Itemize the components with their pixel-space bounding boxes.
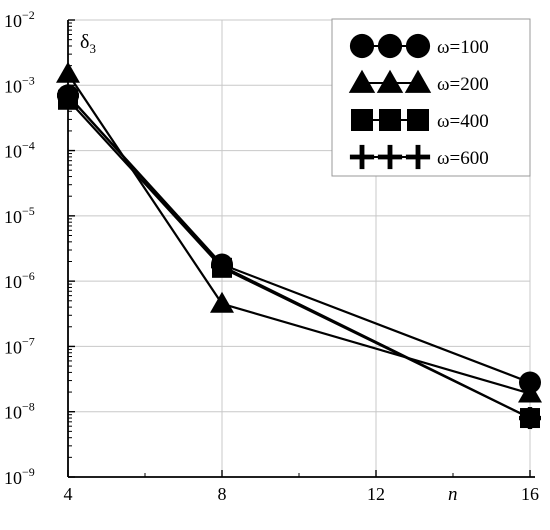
y-tick-label: 10−4	[4, 139, 35, 162]
y-tick-label: 10−3	[4, 73, 35, 96]
legend-label: ω=100	[437, 37, 489, 58]
y-tick-exponent: −2	[22, 8, 35, 22]
y-tick-base: 10	[4, 272, 22, 292]
data-point-plus	[57, 84, 79, 107]
data-point-triangle	[210, 291, 234, 313]
legend-marker-plus	[405, 144, 431, 170]
y-tick-exponent: −5	[22, 204, 35, 218]
legend-marker-square	[379, 109, 401, 131]
x-tick-label: 8	[218, 484, 227, 504]
data-point-plus	[519, 407, 541, 430]
y-axis-label-subscript: 3	[89, 41, 96, 56]
data-point-triangle	[518, 381, 542, 403]
legend-label: ω=400	[437, 111, 489, 132]
legend-marker-plus	[377, 144, 403, 170]
legend-marker-triangle	[404, 69, 432, 93]
y-tick-base: 10	[4, 403, 22, 423]
legend-marker-plus	[349, 144, 375, 170]
series-layer	[56, 61, 542, 430]
legend-marker-circle	[349, 33, 375, 59]
legend: ω=100 ω=200 ω=400 ω=600	[331, 18, 531, 177]
x-tick-label: 16	[521, 484, 539, 504]
y-tick-exponent: −8	[22, 400, 35, 414]
y-tick-label: 10−8	[4, 400, 35, 423]
y-tick-exponent: −3	[22, 73, 35, 87]
y-tick-label: 10−7	[4, 334, 35, 357]
legend-marker-circle	[405, 33, 431, 59]
legend-marker-triangle	[348, 69, 376, 93]
legend-marker-square	[407, 109, 429, 131]
y-tick-label: 10−5	[4, 204, 35, 227]
x-tick-label: 4	[64, 484, 73, 504]
y-tick-base: 10	[4, 142, 22, 162]
legend-label: ω=200	[437, 74, 489, 95]
y-tick-labels: 10−210−310−410−510−610−710−810−9	[4, 8, 35, 488]
y-tick-base: 10	[4, 11, 22, 31]
y-tick-base: 10	[4, 337, 22, 357]
x-tick-labels: 4 8 12 16	[64, 484, 540, 504]
y-tick-base: 10	[4, 468, 22, 488]
y-tick-base: 10	[4, 207, 22, 227]
y-axis-label-base: δ	[80, 31, 89, 53]
legend-label: ω=600	[437, 148, 489, 169]
y-tick-exponent: −9	[22, 465, 35, 479]
y-tick-label: 10−2	[4, 8, 35, 31]
legend-marker-square	[351, 109, 373, 131]
x-tick-label: 12	[367, 484, 385, 504]
y-tick-exponent: −6	[22, 269, 35, 283]
y-tick-exponent: −4	[22, 139, 35, 153]
y-tick-label: 10−6	[4, 269, 35, 292]
x-axis-label: n	[448, 484, 458, 505]
y-tick-label: 10−9	[4, 465, 35, 488]
y-axis-label: δ3	[80, 31, 96, 56]
y-tick-base: 10	[4, 76, 22, 96]
legend-marker-triangle	[376, 69, 404, 93]
legend-marker-circle	[377, 33, 403, 59]
data-point-triangle	[56, 61, 80, 83]
y-tick-exponent: −7	[22, 334, 35, 348]
data-point-plus	[211, 255, 233, 278]
